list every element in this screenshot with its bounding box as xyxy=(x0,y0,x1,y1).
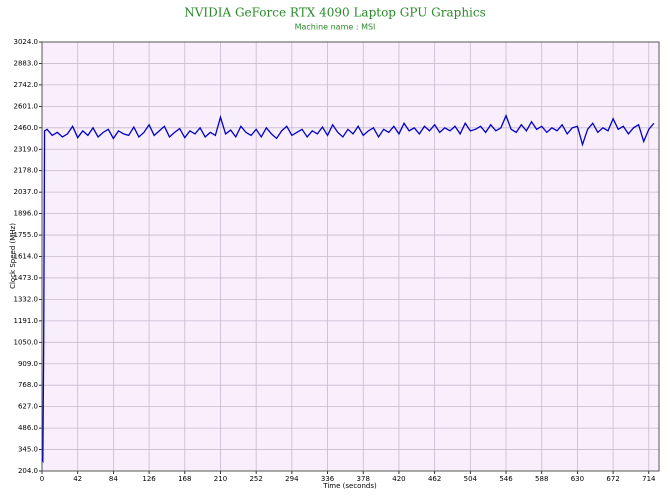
y-tick-label: 627.0 xyxy=(18,403,38,411)
y-tick-label: 2601.0 xyxy=(14,102,39,110)
y-tick-label: 2883.0 xyxy=(14,59,39,67)
y-tick-label: 2742.0 xyxy=(14,81,39,89)
x-tick-label: 546 xyxy=(499,475,513,483)
y-axis-label: Clock Speed (MHz) xyxy=(9,223,17,289)
y-tick-label: 768.0 xyxy=(18,381,38,389)
series-line xyxy=(41,113,655,464)
y-tick-label: 2319.0 xyxy=(14,145,39,153)
x-tick-label: 378 xyxy=(357,475,370,483)
x-tick-label: 294 xyxy=(285,475,299,483)
x-tick-label: 504 xyxy=(464,475,478,483)
x-tick-label: 462 xyxy=(428,475,441,483)
y-tick-label: 3024.0 xyxy=(14,38,39,46)
x-tick-label: 336 xyxy=(321,475,335,483)
x-tick-label: 42 xyxy=(73,475,82,483)
x-tick-label: 630 xyxy=(571,475,584,483)
y-tick-label: 1896.0 xyxy=(14,210,39,218)
x-tick-label: 588 xyxy=(535,475,548,483)
y-tick-label: 2037.0 xyxy=(14,188,39,196)
y-tick-label: 204.0 xyxy=(18,467,38,475)
y-tick-label: 1191.0 xyxy=(14,317,39,325)
y-tick-label: 486.0 xyxy=(18,424,38,432)
plot-frame xyxy=(41,41,660,472)
y-tick-label: 2178.0 xyxy=(14,167,39,175)
x-tick-label: 126 xyxy=(142,475,156,483)
x-tick-label: 714 xyxy=(642,475,656,483)
x-tick-label: 84 xyxy=(109,475,118,483)
x-tick-label: 0 xyxy=(40,475,44,483)
y-tick-label: 909.0 xyxy=(18,360,38,368)
x-tick-label: 672 xyxy=(606,475,619,483)
y-tick-label: 1473.0 xyxy=(14,274,39,282)
x-tick-label: 420 xyxy=(392,475,405,483)
x-tick-label: 252 xyxy=(249,475,262,483)
chart-subtitle: Machine name : MSI xyxy=(295,23,376,32)
y-tick-label: 1614.0 xyxy=(14,253,39,261)
x-axis-label: Time (seconds) xyxy=(322,482,377,490)
x-tick-label: 168 xyxy=(178,475,191,483)
x-tick-label: 210 xyxy=(214,475,227,483)
y-tick-label: 1332.0 xyxy=(14,295,39,303)
y-tick-label: 1050.0 xyxy=(14,338,39,346)
chart-title: NVIDIA GeForce RTX 4090 Laptop GPU Graph… xyxy=(184,6,486,20)
y-tick-label: 345.0 xyxy=(18,446,38,454)
y-tick-label: 2460.0 xyxy=(14,124,39,132)
y-tick-label: 1755.0 xyxy=(14,231,39,239)
